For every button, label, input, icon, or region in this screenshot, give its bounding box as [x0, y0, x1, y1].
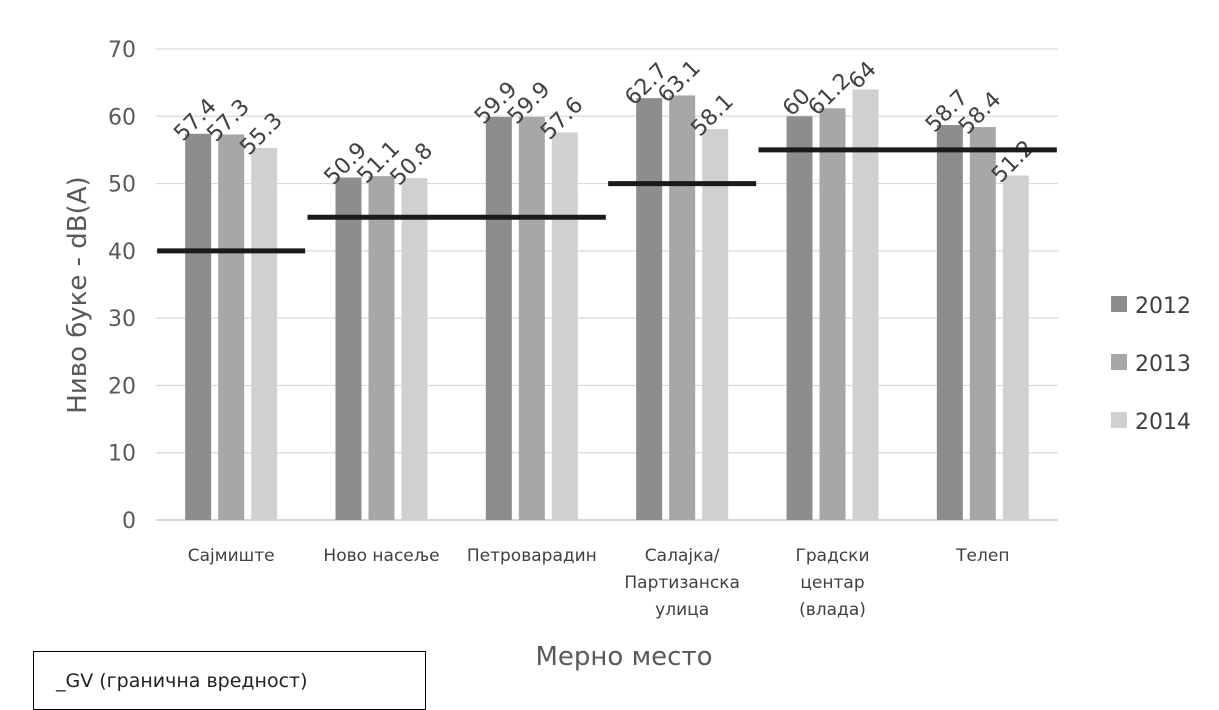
- grid-lines: [156, 48, 1058, 521]
- y-tick-label: 0: [122, 509, 136, 534]
- x-tick-label: улица: [655, 600, 709, 620]
- y-tick-label: 30: [108, 307, 136, 332]
- bar-2012: [936, 125, 963, 520]
- bar-2014: [1002, 175, 1029, 521]
- y-tick-label: 70: [108, 38, 136, 63]
- bar-2013: [368, 176, 395, 521]
- bar-2014: [401, 178, 428, 520]
- bar-2013: [969, 127, 996, 521]
- bar-2013: [518, 116, 545, 521]
- x-axis-label: Мерно место: [535, 642, 712, 672]
- x-tick-label: Телеп: [955, 546, 1009, 566]
- y-axis-ticks: 0 10 20 30 40 50 60 70: [108, 38, 136, 534]
- legend: 2012 2013 2014: [1111, 294, 1191, 435]
- legend-swatch-2013: [1111, 354, 1127, 370]
- bar-2014: [551, 132, 578, 521]
- y-tick-label: 10: [108, 442, 136, 467]
- bar-2012: [335, 177, 362, 520]
- legend-swatch-2014: [1111, 412, 1127, 428]
- y-tick-label: 40: [108, 240, 136, 265]
- x-tick-label: Салајка/: [645, 546, 720, 566]
- y-tick-label: 20: [108, 374, 136, 399]
- bar-2012: [485, 116, 512, 521]
- legend-swatch-2012: [1111, 296, 1127, 312]
- bar-2014: [702, 129, 729, 520]
- limit-lines: [157, 147, 1057, 254]
- bar-2014: [251, 147, 278, 520]
- bar-2013: [218, 134, 245, 520]
- bar-2012: [185, 133, 212, 520]
- limit-value-note-text: _GV (гранична вредност): [56, 670, 308, 692]
- bar-2012: [786, 116, 813, 521]
- bar-data-labels: 57.457.355.350.951.150.859.959.957.662.7…: [169, 56, 1039, 191]
- bar-2012: [636, 98, 663, 521]
- bars: [185, 89, 1029, 521]
- x-tick-label: Ново насеље: [323, 546, 439, 566]
- bar-2014: [852, 89, 879, 520]
- x-axis-ticks: Сајмиште Ново насеље Петроварадин Салајка/П…: [188, 546, 1010, 620]
- y-tick-label: 60: [108, 105, 136, 130]
- x-tick-label: (влада): [799, 600, 866, 620]
- y-tick-label: 50: [108, 173, 136, 198]
- bar-2013: [819, 108, 846, 520]
- x-tick-label: центар: [800, 573, 864, 593]
- x-tick-label: Градски: [796, 546, 870, 566]
- legend-label: 2014: [1135, 410, 1191, 435]
- y-axis-label: Ниво буке - dB(A): [63, 176, 93, 413]
- legend-label: 2012: [1135, 294, 1191, 319]
- x-tick-label: Партизанска: [624, 573, 740, 593]
- limit-value-note: _GV (гранична вредност): [33, 651, 426, 710]
- x-tick-label: Сајмиште: [188, 546, 275, 566]
- legend-label: 2013: [1135, 352, 1191, 377]
- x-tick-label: Петроварадин: [467, 546, 597, 566]
- bar-2013: [669, 95, 696, 521]
